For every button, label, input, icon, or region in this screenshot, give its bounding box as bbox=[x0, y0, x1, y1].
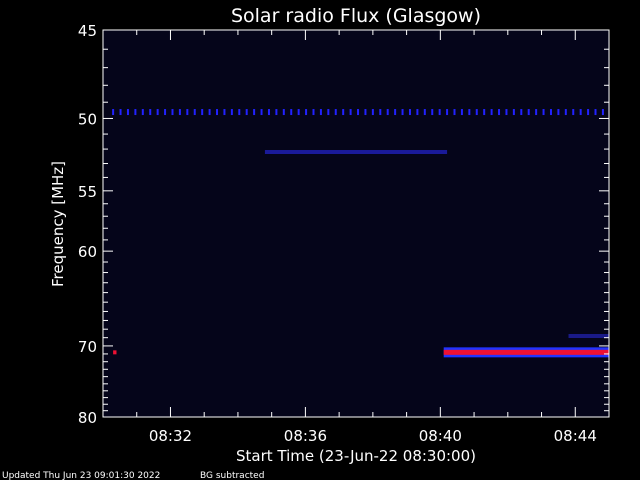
periodic-interference-dots-dot bbox=[549, 109, 552, 116]
periodic-interference-dots-dot bbox=[468, 109, 471, 116]
periodic-interference-dots-dot bbox=[572, 109, 575, 116]
periodic-interference-dots-dot bbox=[416, 109, 419, 116]
periodic-interference-dots-dot bbox=[587, 109, 590, 116]
y-tick-label: 50 bbox=[78, 110, 97, 128]
periodic-interference-dots-dot bbox=[193, 109, 196, 116]
x-tick-label: 08:36 bbox=[284, 427, 327, 445]
periodic-interference-dots-dot bbox=[164, 109, 167, 116]
periodic-interference-dots-dot bbox=[126, 109, 129, 116]
periodic-interference-dots-dot bbox=[186, 109, 189, 116]
periodic-interference-dots-dot bbox=[438, 109, 441, 116]
periodic-interference-dots-dot bbox=[483, 109, 486, 116]
periodic-interference-dots-dot bbox=[216, 109, 219, 116]
periodic-interference-dots-dot bbox=[334, 109, 337, 116]
periodic-interference-dots-dot bbox=[319, 109, 322, 116]
periodic-interference-dots-dot bbox=[357, 109, 360, 116]
x-axis-label: Start Time (23-Jun-22 08:30:00) bbox=[236, 447, 476, 465]
periodic-interference-dots-dot bbox=[327, 109, 330, 116]
periodic-interference-dots-dot bbox=[520, 109, 523, 116]
periodic-interference-dots-dot bbox=[171, 109, 174, 116]
periodic-interference-dots-dot bbox=[379, 109, 382, 116]
periodic-interference-dots-dot bbox=[401, 109, 404, 116]
periodic-interference-dots-dot bbox=[290, 109, 293, 116]
periodic-interference-dots-dot bbox=[238, 109, 241, 116]
periodic-interference-dots-dot bbox=[112, 109, 115, 116]
periodic-interference-dots-dot bbox=[446, 109, 449, 116]
periodic-interference-dots-dot bbox=[557, 109, 560, 116]
y-tick-label: 45 bbox=[78, 22, 97, 40]
periodic-interference-dots-dot bbox=[253, 109, 256, 116]
footer-updated: Updated Thu Jun 23 09:01:30 2022 bbox=[2, 471, 160, 480]
faint-band bbox=[264, 150, 448, 155]
periodic-interference-dots-dot bbox=[542, 109, 545, 116]
periodic-interference-dots-dot bbox=[475, 109, 478, 116]
periodic-interference-dots-dot bbox=[408, 109, 411, 116]
y-axis: 45 50 55 60 70 80 bbox=[78, 22, 609, 427]
periodic-interference-dots-dot bbox=[460, 109, 463, 116]
plot-frame bbox=[102, 29, 610, 418]
periodic-interference-dots-dot bbox=[431, 109, 434, 116]
periodic-interference-dots-dot bbox=[535, 109, 538, 116]
features-layer bbox=[112, 109, 609, 358]
periodic-interference-dots-dot bbox=[275, 109, 278, 116]
periodic-interference-dots-dot bbox=[453, 109, 456, 116]
x-tick-label: 08:44 bbox=[554, 427, 597, 445]
periodic-interference-dots-dot bbox=[223, 109, 226, 116]
periodic-interference-dots-dot bbox=[178, 109, 181, 116]
y-axis-label: Frequency [MHz] bbox=[49, 161, 67, 287]
x-axis: 08:32 08:36 08:40 08:44 bbox=[102, 30, 610, 445]
footer-note: BG subtracted bbox=[200, 471, 264, 480]
periodic-interference-dots-dot bbox=[245, 109, 248, 116]
periodic-interference-dots-dot bbox=[119, 109, 122, 116]
x-tick-label: 08:40 bbox=[419, 427, 462, 445]
periodic-interference-dots-dot bbox=[512, 109, 515, 116]
periodic-interference-dots-dot bbox=[230, 109, 233, 116]
periodic-interference-dots-dot bbox=[305, 109, 308, 116]
periodic-interference-dots-dot bbox=[371, 109, 374, 116]
periodic-interference-dots-dot bbox=[260, 109, 263, 116]
periodic-interference-dots-dot bbox=[498, 109, 501, 116]
periodic-interference-dots-dot bbox=[149, 109, 152, 116]
periodic-interference-dots-dot bbox=[564, 109, 567, 116]
periodic-interference-dots-dot bbox=[282, 109, 285, 116]
periodic-interference-dots-dot bbox=[505, 109, 508, 116]
y-tick-label: 70 bbox=[78, 338, 97, 356]
x-tick-label: 08:32 bbox=[149, 427, 192, 445]
spot-start bbox=[113, 350, 117, 355]
periodic-interference-dots-dot bbox=[134, 109, 137, 116]
periodic-interference-dots-dot bbox=[349, 109, 352, 116]
periodic-interference-dots-dot bbox=[579, 109, 582, 116]
plot-area bbox=[103, 30, 609, 417]
periodic-interference-dots-dot bbox=[423, 109, 426, 116]
y-tick-label: 55 bbox=[78, 183, 97, 201]
periodic-interference-dots-dot bbox=[141, 109, 144, 116]
periodic-interference-dots-dot bbox=[267, 109, 270, 116]
periodic-interference-dots-dot bbox=[527, 109, 530, 116]
periodic-interference-dots-dot bbox=[386, 109, 389, 116]
faint-band-2 bbox=[568, 334, 609, 338]
y-tick-label: 60 bbox=[78, 243, 97, 261]
periodic-interference-dots-dot bbox=[297, 109, 300, 116]
periodic-interference-dots-dot bbox=[201, 109, 204, 116]
y-tick-label: 80 bbox=[78, 409, 97, 427]
periodic-interference-dots-dot bbox=[490, 109, 493, 116]
periodic-interference-dots-dot bbox=[364, 109, 367, 116]
periodic-interference-dots-dot bbox=[594, 109, 597, 116]
periodic-interference-dots-dot bbox=[208, 109, 211, 116]
periodic-interference-dots-dot bbox=[342, 109, 345, 116]
strong-band bbox=[443, 349, 609, 355]
periodic-interference-dots-dot bbox=[601, 109, 604, 116]
periodic-interference-dots-dot bbox=[312, 109, 315, 116]
periodic-interference-dots-dot bbox=[394, 109, 397, 116]
periodic-interference-dots-dot bbox=[156, 109, 159, 116]
chart-title: Solar radio Flux (Glasgow) bbox=[231, 5, 481, 27]
